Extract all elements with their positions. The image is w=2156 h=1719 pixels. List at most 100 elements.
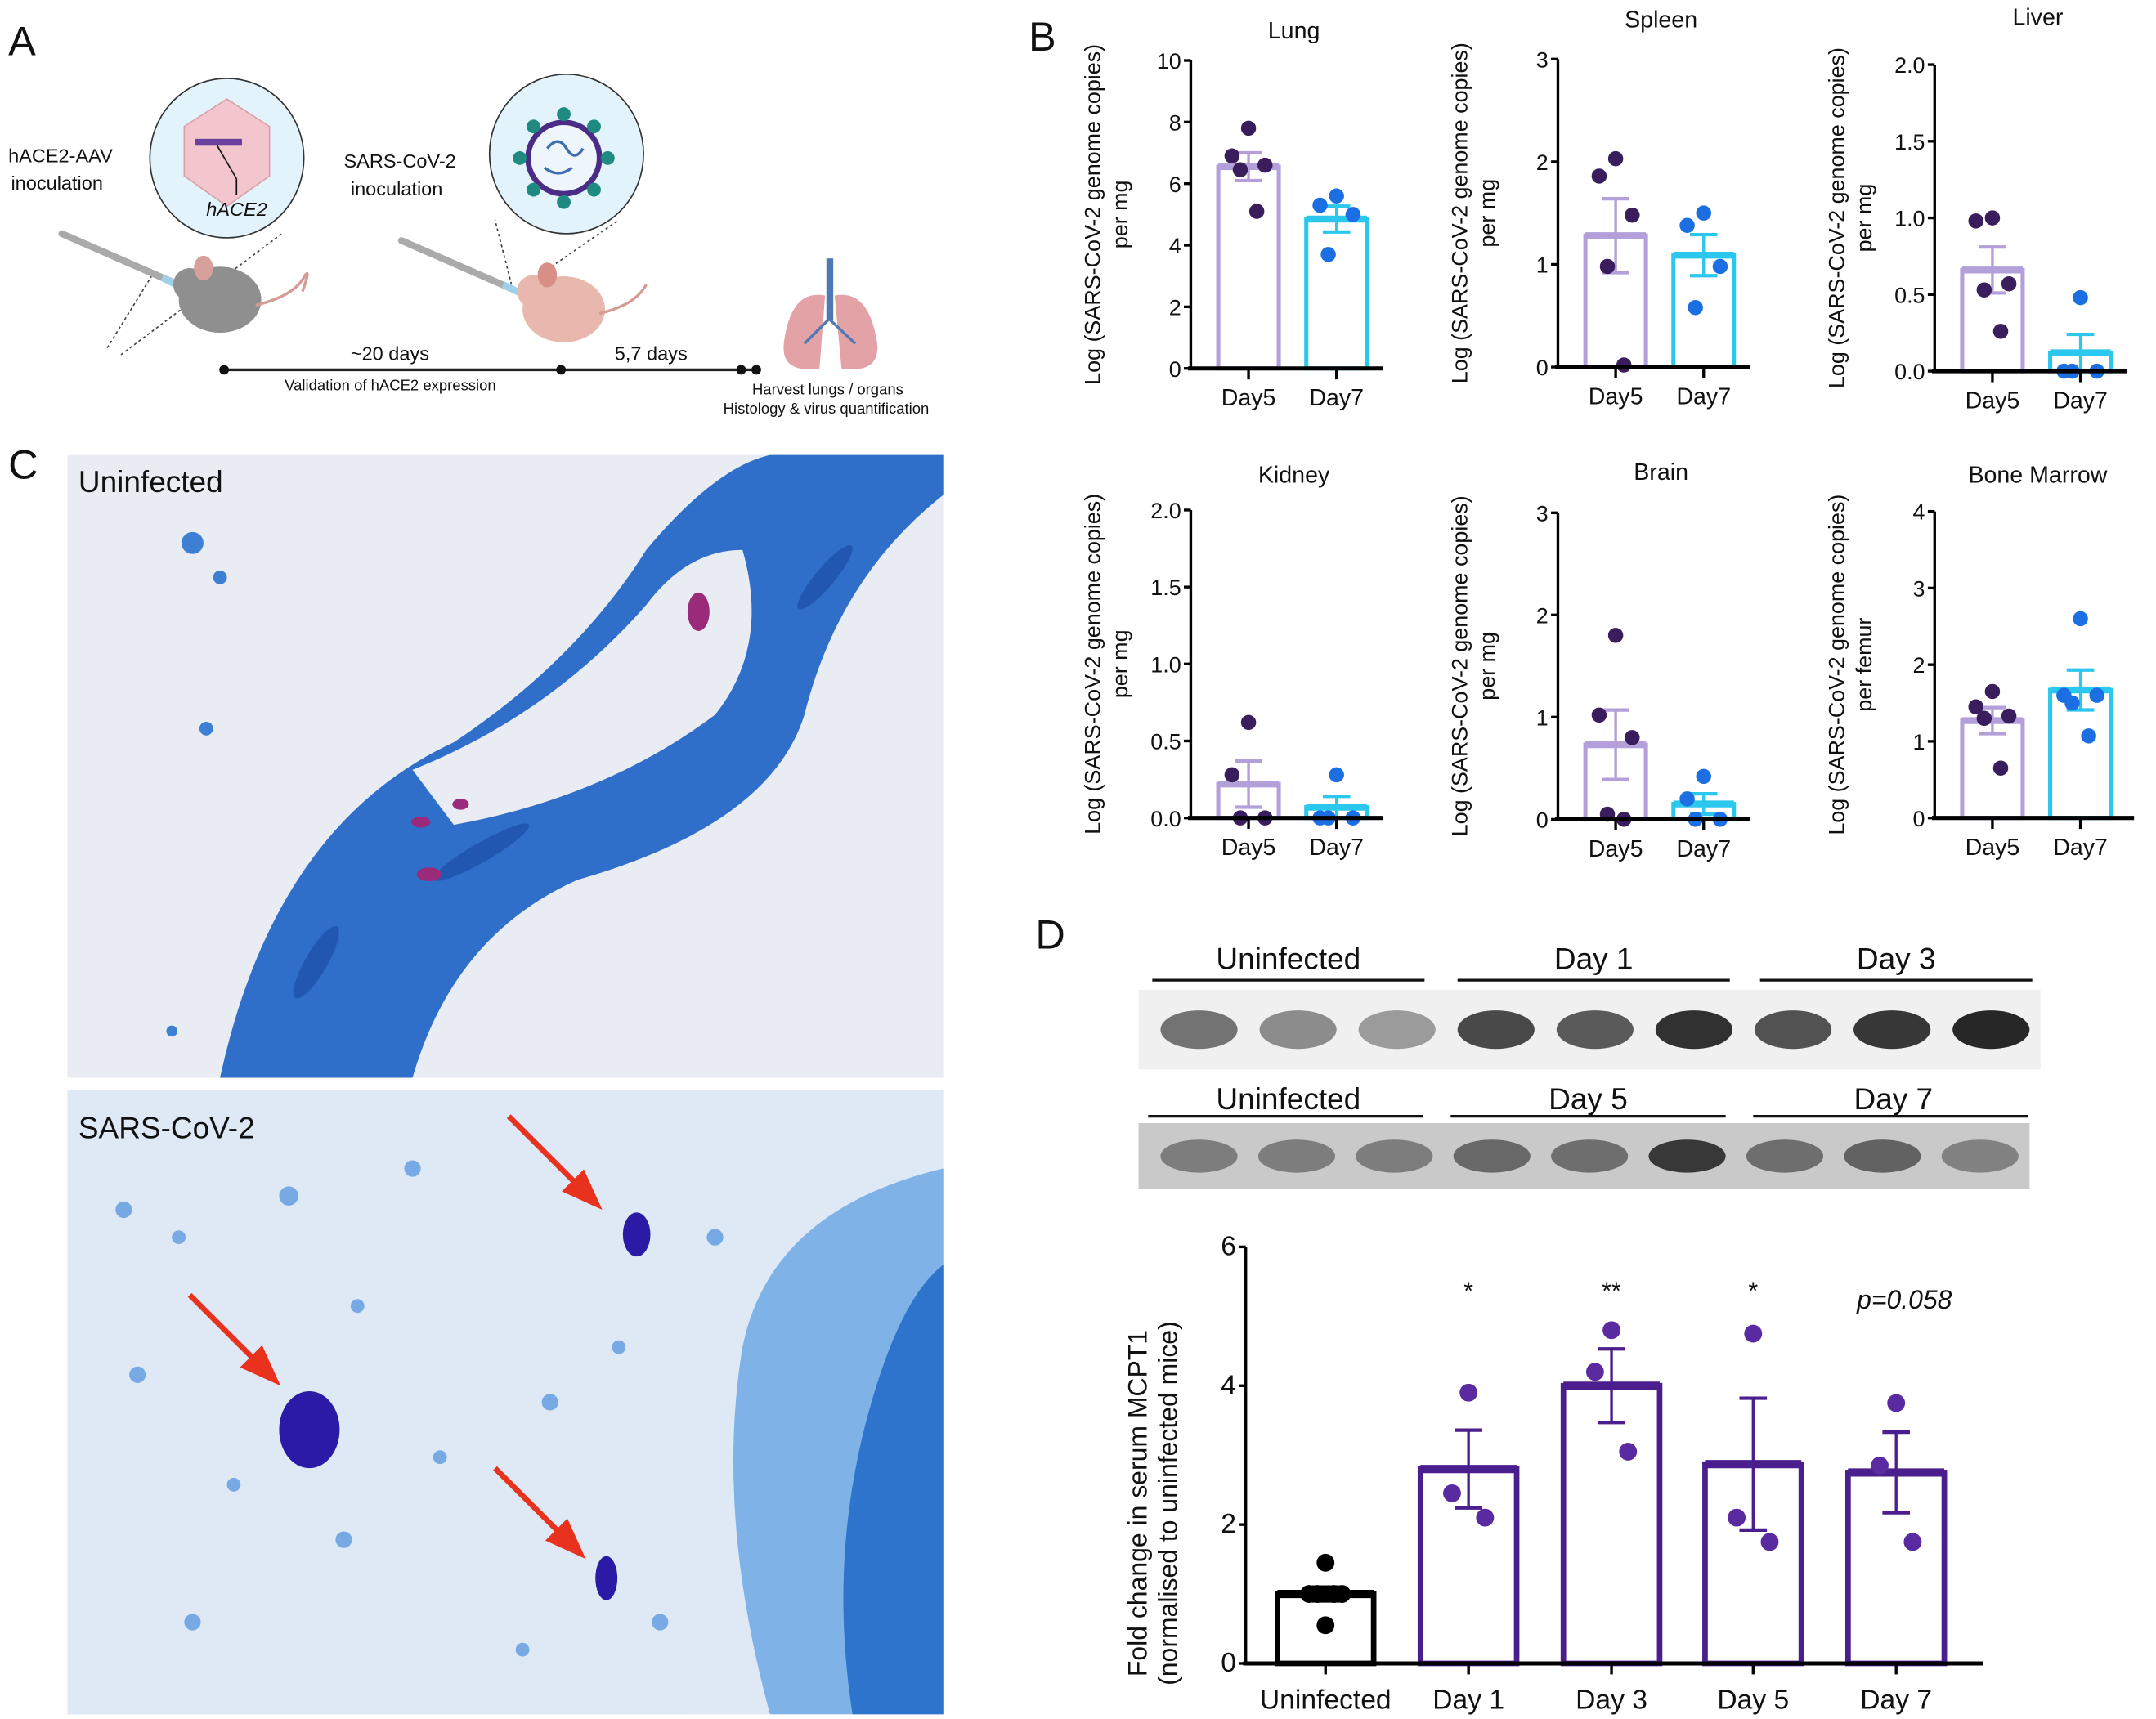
data-point — [1345, 207, 1361, 222]
virus-icon — [488, 73, 644, 289]
data-point — [1679, 217, 1695, 233]
blot-band — [1754, 1010, 1832, 1050]
blot-band — [1160, 1139, 1238, 1173]
y-tick-label: 2 — [1221, 1509, 1236, 1539]
western-blot: Uninfected Day 1 Day 3 Uninfected Day 5 … — [1138, 942, 2041, 1189]
data-point — [1903, 1533, 1922, 1551]
x-tick-label: Day 1 — [1432, 1685, 1504, 1715]
syringe-icon — [58, 230, 181, 289]
y-tick-label: 0.0 — [1150, 807, 1181, 831]
bar — [1216, 164, 1281, 371]
y-axis-label: Log (SARS-CoV-2 genome copies) — [1080, 494, 1105, 835]
y-tick-label: 0 — [1536, 808, 1549, 832]
data-point — [1607, 628, 1624, 643]
chart-brain: Brain Log (SARS-CoV-2 genome copies) per m… — [1447, 459, 1750, 862]
blot-band — [1551, 1139, 1629, 1173]
data-point — [1696, 768, 1711, 785]
data-point — [1599, 258, 1616, 275]
micrograph-sars-cov-2: SARS-CoV-2 — [67, 1090, 944, 1715]
syringe-icon — [397, 237, 522, 296]
bar — [1560, 1382, 1663, 1667]
y-axis-label: per mg — [1475, 179, 1499, 248]
chart-title: Spleen — [1625, 7, 1697, 34]
chart-liver: Liver Log (SARS-CoV-2 genome copies) per m… — [1824, 4, 2127, 414]
data-point — [1744, 1324, 1763, 1343]
data-point — [1976, 282, 1992, 298]
significance-annotation: p=0.058 — [1856, 1285, 1952, 1314]
y-tick-label: 1.0 — [1150, 652, 1181, 677]
y-axis-label: Log (SARS-CoV-2 genome copies) — [1447, 495, 1472, 836]
interval-1-label: ~20 days — [351, 343, 429, 365]
data-point — [1887, 1394, 1906, 1412]
data-point — [1696, 205, 1711, 221]
y-tick-label: 0.5 — [1894, 283, 1925, 307]
x-tick-label: Day5 — [1221, 835, 1276, 861]
data-point — [1257, 157, 1273, 173]
data-point — [2001, 275, 2017, 292]
panel-label-b: B — [1029, 13, 1056, 60]
data-point — [2073, 611, 2088, 627]
data-point — [1619, 1443, 1638, 1461]
chart-bone-marrow: Bone Marrow Log (SARS-CoV-2 genome copies… — [1824, 462, 2135, 861]
interval-2-label: 5,7 days — [615, 343, 688, 365]
x-tick-label: Day7 — [1676, 383, 1731, 410]
blot-row1-group-1: Uninfected — [1216, 942, 1360, 976]
x-tick-label: Day7 — [2053, 387, 2108, 414]
data-point — [2081, 728, 2096, 744]
y-tick-label: 0.5 — [1150, 730, 1181, 754]
blot-band — [1257, 1139, 1336, 1173]
blot-band — [1648, 1139, 1726, 1173]
data-point — [1240, 714, 1257, 731]
y-axis-label: per mg — [1852, 184, 1876, 253]
sars-cov-2-image-label: SARS-CoV-2 — [78, 1112, 255, 1145]
data-point — [1968, 213, 1983, 229]
data-point — [1316, 1553, 1335, 1572]
blot-row2-bands — [1160, 1139, 2019, 1173]
significance-annotation: ** — [1602, 1278, 1621, 1305]
x-tick-label: Day5 — [1589, 383, 1643, 410]
blot-row2-group-1: Uninfected — [1216, 1082, 1360, 1116]
blot-band — [1844, 1139, 1921, 1173]
y-axis-label: Log (SARS-CoV-2 genome copies) — [1824, 495, 1849, 835]
y-tick-label: 4 — [1913, 500, 1925, 525]
y-tick-label: 0 — [1913, 807, 1925, 831]
data-point — [1728, 1508, 1746, 1527]
significance-annotation: * — [1748, 1278, 1758, 1305]
blot-band — [1952, 1010, 2030, 1050]
chart-spleen: Spleen Log (SARS-CoV-2 genome copies) per … — [1447, 7, 1750, 410]
timeline — [219, 365, 761, 375]
data-point — [2001, 708, 2017, 724]
y-tick-label: 2 — [1913, 653, 1925, 678]
chart-title: Liver — [2012, 4, 2063, 30]
y-tick-label: 2 — [1169, 295, 1181, 320]
data-point — [1992, 324, 2009, 339]
data-point — [1871, 1456, 1889, 1475]
histology-label: Histology & virus quantification — [724, 400, 930, 417]
y-tick-label: 0 — [1169, 357, 1181, 382]
y-tick-label: 0.0 — [1894, 360, 1925, 384]
y-axis-label: Log (SARS-CoV-2 genome copies) — [1080, 44, 1105, 385]
chart-lung: Lung Log (SARS-CoV-2 genome copies) per mg… — [1080, 18, 1383, 411]
y-axis-label: Log (SARS-CoV-2 genome copies) — [1447, 43, 1472, 383]
x-tick-label: Day 3 — [1576, 1685, 1647, 1715]
x-tick-label: Day7 — [1309, 385, 1364, 411]
x-tick-label: Day7 — [1676, 836, 1731, 862]
panel-a-schematic: hACE2-AAV inoculation hACE2 SARS-CoV-2 i… — [8, 73, 930, 417]
blot-band — [1160, 1010, 1238, 1050]
y-axis-label: per mg — [1475, 632, 1499, 701]
y-tick-label: 10 — [1157, 49, 1181, 74]
y-tick-label: 0 — [1536, 356, 1549, 380]
chart-kidney: Kidney Log (SARS-CoV-2 genome copies) per … — [1080, 462, 1383, 861]
micrograph-uninfected: Uninfected — [67, 454, 944, 1078]
y-tick-label: 1 — [1536, 705, 1549, 730]
y-axis-label: (normalised to uninfected mice) — [1154, 1321, 1183, 1685]
red-arrow-icons — [187, 1114, 603, 1560]
data-point — [1602, 1321, 1621, 1340]
data-point — [1443, 1484, 1461, 1502]
chart-mcpt1: Fold change in serum MCPT1 (normalised to… — [1123, 1231, 1983, 1715]
y-tick-label: 1.5 — [1150, 575, 1181, 600]
x-tick-label: Day5 — [1966, 387, 2020, 414]
blot-band — [1457, 1010, 1535, 1050]
